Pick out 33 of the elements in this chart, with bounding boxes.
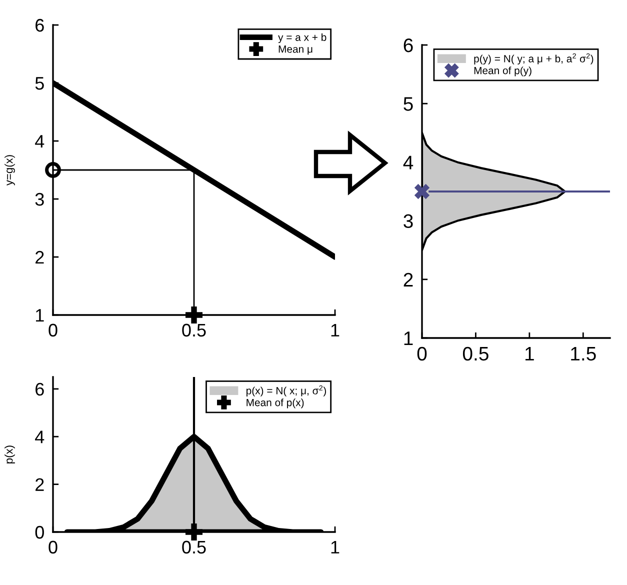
x-tick-label: 1.5 (571, 347, 596, 361)
y-tick-label: 2 (36, 250, 44, 264)
x-tick-label: 0.5 (182, 324, 206, 337)
x-tick-label: 1 (331, 324, 340, 336)
legend-label: p(y) = N( y; a μ + b, a$^{2}$ σ$^{2}$) (474, 53, 594, 64)
legend-label: Mean μ (278, 46, 312, 55)
y-tick-label: 4 (35, 430, 44, 444)
x-tick-label: 1 (526, 347, 534, 360)
legend-label: Mean of p(x) (246, 398, 304, 408)
y-tick-label: 4 (35, 135, 44, 148)
x-tick-label: 0.5 (182, 540, 206, 554)
y-tick-label: 6 (36, 382, 44, 396)
x-tick-label: 0 (417, 346, 427, 361)
y-tick-label: 6 (404, 38, 413, 52)
x-tick-label: 0.5 (462, 346, 488, 361)
y-tick-label: 3 (404, 214, 413, 228)
y-tick-label: 2 (36, 478, 44, 491)
x-tick-label: 0 (48, 540, 58, 554)
y-tick-label: 3 (35, 192, 44, 206)
y-tick-label: 1 (36, 309, 44, 322)
legend-label: p(x) = N( x; μ, σ$^{2}$) (246, 385, 326, 396)
y-tick-label: 6 (36, 18, 44, 32)
x-tick-label: 0 (48, 324, 58, 337)
y-tick-label: 4 (403, 156, 414, 170)
y-tick-label: 0 (35, 526, 44, 539)
y-tick-label: 5 (35, 77, 44, 90)
legend-label: Mean of p(y) (474, 66, 532, 76)
y-axis-title: y=g(x) (4, 155, 15, 186)
legend-label: y = a x + b (278, 33, 326, 44)
y-axis-title: p(x) (4, 446, 15, 464)
y-tick-label: 5 (404, 97, 413, 111)
y-tick-label: 2 (404, 272, 413, 286)
x-tick-label: 1 (331, 540, 340, 554)
